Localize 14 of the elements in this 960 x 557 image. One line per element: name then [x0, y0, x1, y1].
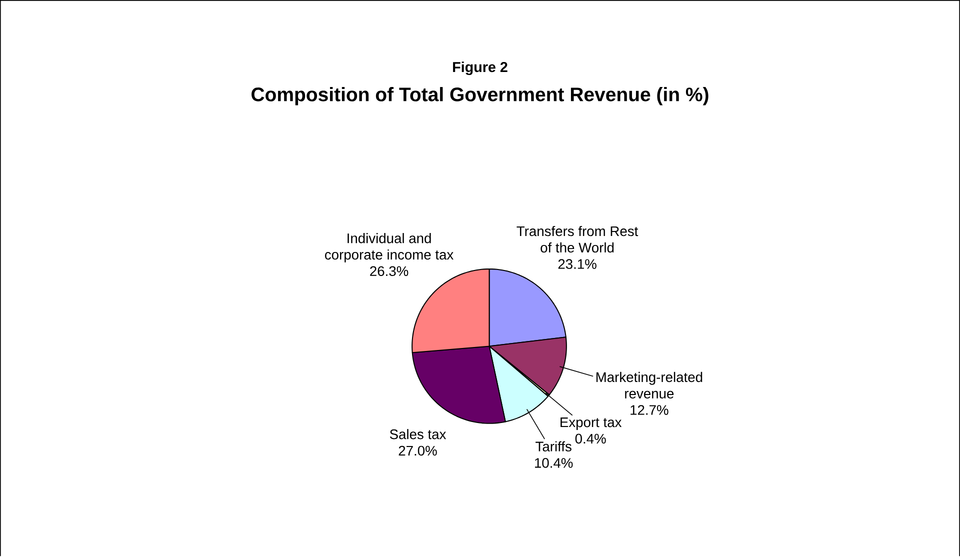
data-label: 12.7%: [630, 405, 668, 416]
slice-label: Individual and corporate income tax: [325, 233, 454, 263]
slice-label: Marketing-related revenue: [596, 372, 702, 399]
chart-subtitle: Composition of Total Government Revenue (in %): [252, 87, 708, 106]
slice-label: Tariffs: [536, 441, 572, 452]
chart-title: Figure 2: [453, 62, 508, 76]
data-label: 0.4%: [575, 434, 606, 444]
slice-label: Export tax: [560, 418, 622, 430]
data-label: 10.4%: [535, 458, 573, 468]
slice-label: Sales tax: [390, 429, 446, 440]
data-label: 23.1%: [558, 259, 596, 270]
data-label: 27.0%: [398, 446, 437, 456]
slice-label: Transfers from Rest of the World: [516, 226, 638, 253]
data-label: 26.3%: [370, 266, 408, 276]
